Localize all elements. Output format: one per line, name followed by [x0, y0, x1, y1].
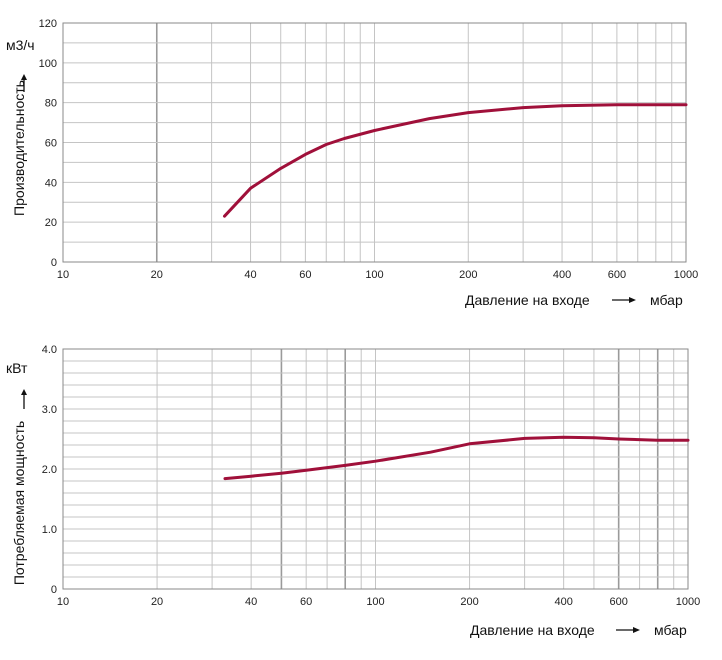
x-tick-label: 40 [244, 269, 256, 281]
y-tick-label: 120 [39, 18, 57, 30]
plot-frame [62, 22, 687, 263]
y-tick-label: 0 [51, 257, 57, 269]
x-tick-label: 60 [299, 269, 311, 281]
x-axis-label: Давление на входе [470, 622, 595, 638]
x-tick-label: 1000 [674, 269, 698, 281]
x-tick-label: 100 [366, 596, 384, 608]
plot-frame [62, 348, 689, 590]
x-tick-label: 100 [365, 269, 383, 281]
x-tick-label: 10 [57, 269, 69, 281]
x-tick-label: 60 [300, 596, 312, 608]
y-tick-label: 80 [45, 98, 57, 110]
throughput-chart: 10 20 40 60 100 200 400 600 1000 0 20 40 60 80 100 120 П… [6, 18, 698, 308]
x-axis-unit: мбар [650, 292, 683, 308]
x-tick-label: 20 [151, 269, 163, 281]
y-tick-label: 4.0 [42, 344, 57, 356]
x-tick-label: 200 [460, 596, 478, 608]
x-tick-label: 600 [608, 269, 626, 281]
y-axis-arrow-head [21, 389, 27, 395]
power-chart: 10 20 40 60 100 200 400 600 1000 0 1.0 2.0 3.0 4.0 Пот… [6, 344, 700, 638]
y-axis-unit: кВт [6, 360, 28, 376]
x-tick-label: 400 [554, 596, 572, 608]
x-tick-label: 20 [151, 596, 163, 608]
y-tick-label: 100 [39, 58, 57, 70]
x-axis-label: Давление на входе [465, 292, 590, 308]
y-tick-label: 40 [45, 177, 57, 189]
series-line [223, 435, 690, 481]
x-tick-label: 1000 [676, 596, 700, 608]
series-line [223, 103, 688, 218]
x-axis-arrow-head [629, 297, 636, 303]
x-tick-label: 400 [553, 269, 571, 281]
y-axis-label: Производительность [11, 80, 27, 216]
x-tick-label: 600 [609, 596, 627, 608]
y-axis-arrow-head [21, 74, 27, 80]
y-tick-label: 60 [45, 138, 57, 150]
x-tick-label: 200 [459, 269, 477, 281]
y-tick-label: 3.0 [42, 404, 57, 416]
y-tick-label: 0 [51, 584, 57, 596]
x-axis-unit: мбар [654, 622, 687, 638]
y-tick-label: 20 [45, 217, 57, 229]
y-tick-label: 1.0 [42, 524, 57, 536]
y-axis-label: Потребляемая мощность [11, 421, 27, 585]
x-axis-arrow-head [633, 627, 640, 633]
y-tick-label: 2.0 [42, 464, 57, 476]
y-axis-unit: м3/ч [6, 37, 35, 53]
x-tick-label: 40 [245, 596, 257, 608]
x-tick-label: 10 [57, 596, 69, 608]
